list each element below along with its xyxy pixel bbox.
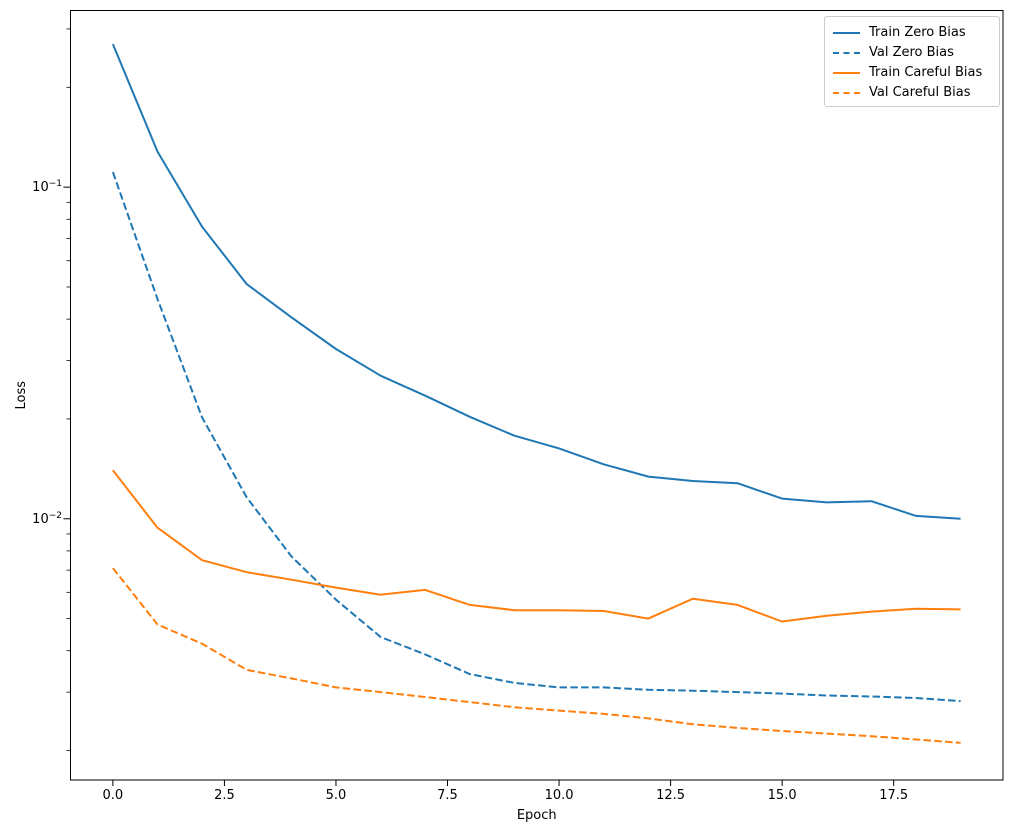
legend-line-sample — [833, 52, 860, 54]
legend-entry: Train Careful Bias — [833, 63, 991, 83]
x-axis-tick-label: 0.0 — [103, 788, 124, 803]
series-line-train-zero-bias — [111, 43, 961, 520]
legend-line-sample — [833, 32, 860, 34]
x-axis-tick-label: 15.0 — [768, 788, 797, 803]
x-axis-tick-label: 5.0 — [326, 788, 347, 803]
x-axis-tick-label: 2.5 — [214, 788, 235, 803]
y-axis-tick-label: 10−2 — [32, 511, 62, 527]
legend-label: Val Zero Bias — [869, 45, 954, 60]
legend-line-sample — [833, 72, 860, 74]
series-line-val-zero-bias — [111, 171, 961, 703]
x-axis-tick-label: 12.5 — [656, 788, 685, 803]
legend-label: Val Careful Bias — [869, 85, 971, 100]
series-line-val-careful-bias — [112, 567, 961, 744]
x-axis-tick-label: 17.5 — [879, 788, 908, 803]
x-axis-tick-label: 7.5 — [437, 788, 458, 803]
x-axis-label: Epoch — [517, 808, 557, 823]
series-line-train-careful-bias — [112, 469, 961, 623]
x-axis-tick-label: 10.0 — [545, 788, 574, 803]
legend-entry: Val Zero Bias — [833, 43, 991, 63]
legend-line-sample — [833, 92, 860, 94]
legend-label: Train Zero Bias — [869, 25, 966, 40]
legend-label: Train Careful Bias — [869, 65, 983, 80]
legend-entry: Train Zero Bias — [833, 23, 991, 43]
legend: Train Zero Bias Val Zero Bias Train Carefu… — [824, 16, 1000, 107]
legend-entry: Val Careful Bias — [833, 83, 991, 103]
y-axis-label: Loss — [14, 381, 29, 410]
y-axis-tick-label: 10−1 — [32, 179, 62, 195]
axes-frame — [70, 10, 1004, 781]
